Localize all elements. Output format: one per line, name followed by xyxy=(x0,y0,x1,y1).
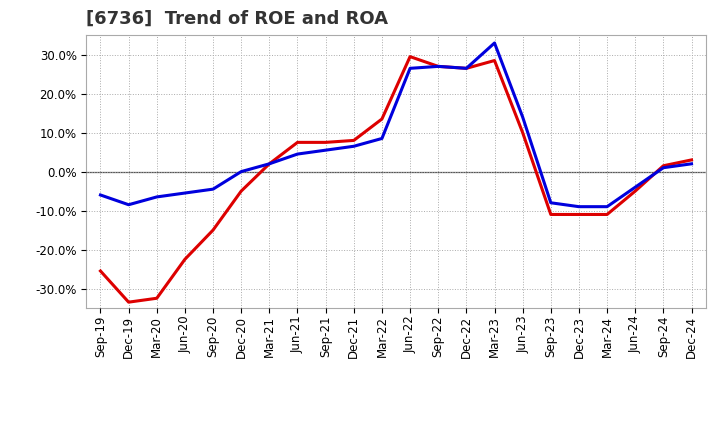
ROE xyxy=(265,161,274,166)
ROA xyxy=(546,200,555,205)
ROA xyxy=(603,204,611,209)
ROE xyxy=(125,300,133,305)
ROA xyxy=(349,143,358,149)
ROA xyxy=(434,64,443,69)
ROA xyxy=(406,66,415,71)
ROA xyxy=(153,194,161,200)
Line: ROE: ROE xyxy=(101,57,691,302)
ROA xyxy=(293,151,302,157)
ROE xyxy=(687,157,696,162)
ROE xyxy=(434,64,443,69)
ROE xyxy=(153,296,161,301)
ROA xyxy=(209,187,217,192)
ROE xyxy=(406,54,415,59)
ROA xyxy=(321,147,330,153)
ROE xyxy=(209,227,217,233)
ROA xyxy=(96,192,105,198)
ROE xyxy=(575,212,583,217)
ROE xyxy=(659,163,667,169)
Text: [6736]  Trend of ROE and ROA: [6736] Trend of ROE and ROA xyxy=(86,10,388,28)
Line: ROA: ROA xyxy=(101,43,691,207)
ROA xyxy=(237,169,246,174)
ROE xyxy=(490,58,499,63)
ROA xyxy=(575,204,583,209)
ROE xyxy=(349,138,358,143)
ROE xyxy=(546,212,555,217)
ROE xyxy=(462,66,471,71)
ROA xyxy=(659,165,667,170)
ROE xyxy=(237,188,246,194)
ROA xyxy=(181,191,189,196)
ROE xyxy=(603,212,611,217)
ROA xyxy=(462,66,471,71)
ROA xyxy=(631,184,639,190)
ROE xyxy=(181,257,189,262)
ROA xyxy=(518,114,527,120)
ROE xyxy=(96,268,105,274)
ROA xyxy=(377,136,386,141)
ROA xyxy=(265,161,274,166)
ROA xyxy=(125,202,133,207)
ROE xyxy=(631,188,639,194)
ROE xyxy=(321,140,330,145)
ROA xyxy=(687,161,696,166)
ROA xyxy=(490,40,499,46)
ROE xyxy=(377,116,386,121)
ROE xyxy=(293,140,302,145)
ROE xyxy=(518,130,527,135)
